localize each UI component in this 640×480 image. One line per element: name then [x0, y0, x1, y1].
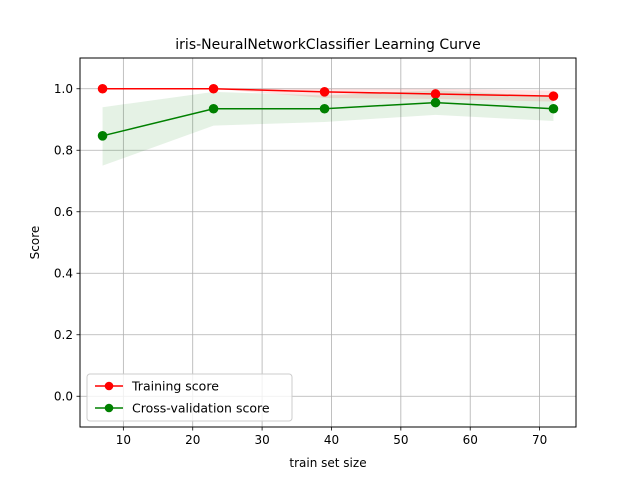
cross-validation-score-point	[319, 103, 330, 114]
x-tick-label: 60	[463, 433, 478, 447]
x-tick-label: 70	[532, 433, 547, 447]
x-tick-label: 30	[254, 433, 269, 447]
cross-validation-score-point	[430, 97, 441, 108]
y-tick-label: 1.0	[54, 82, 73, 96]
legend-label-cross-validation-score: Cross-validation score	[132, 401, 270, 416]
legend: Training score Cross-validation score	[86, 373, 293, 422]
y-tick-label: 0.0	[54, 390, 73, 404]
y-tick-label: 0.8	[54, 144, 73, 158]
training-score-point	[208, 83, 219, 94]
cross-validation-score-point	[208, 103, 219, 114]
x-axis-label: train set size	[289, 456, 366, 470]
x-tick-label: 10	[116, 433, 131, 447]
legend-box	[86, 373, 293, 422]
training-score-point	[430, 89, 441, 99]
y-tick-label: 0.6	[54, 205, 73, 219]
y-axis-label: Score	[28, 226, 42, 260]
plot-frame	[79, 57, 577, 428]
training-score-band	[102, 88, 554, 102]
chart-title: iris-NeuralNetworkClassifier Learning Cu…	[175, 37, 480, 53]
cross-validation-score-point	[97, 130, 108, 141]
legend-label-training-score: Training score	[131, 379, 219, 394]
y-tick-label: 0.2	[54, 328, 73, 342]
legend-marker-cross-validation-score	[104, 403, 114, 413]
x-tick-label: 20	[185, 433, 200, 447]
x-tick-label: 40	[324, 433, 339, 447]
training-score-point	[548, 91, 559, 101]
series-points	[97, 83, 559, 141]
legend-marker-training-score	[104, 381, 114, 391]
y-tick-label: 0.4	[54, 267, 73, 281]
training-score-point	[97, 83, 108, 94]
cross-validation-score-point	[548, 103, 559, 114]
axis-ticks: 10 20 30 40 50 60 70 0.0 0.2 0.4 0.6 0.8 1.0	[54, 82, 547, 447]
x-tick-label: 50	[393, 433, 408, 447]
training-score-point	[319, 87, 330, 97]
